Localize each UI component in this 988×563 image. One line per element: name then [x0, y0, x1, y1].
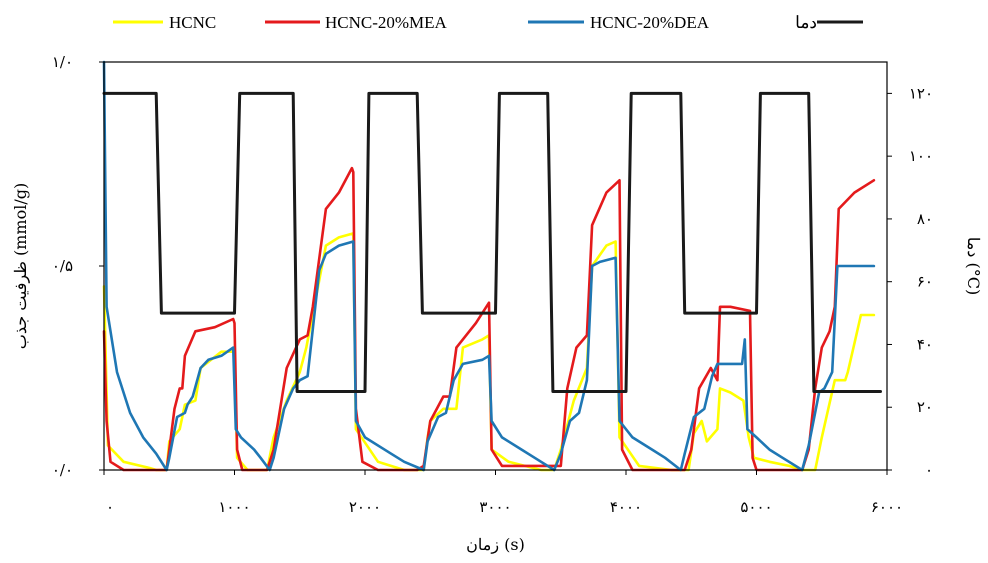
y-right-tick-label: ۴۰ [917, 335, 933, 353]
legend: HCNC HCNC-20%MEA HCNC-20%DEA دما [113, 13, 863, 32]
y-right-tick-label: ۸۰ [917, 210, 933, 228]
y-right-tick-label: ۲۰ [917, 398, 933, 416]
legend-label-3: دما [795, 13, 817, 32]
y-left-tick-label: ۱/۰ [52, 53, 73, 71]
series-layer [102, 60, 882, 472]
y-right-tick-label: ۶۰ [917, 273, 933, 291]
x-tick-label: ۰ [106, 498, 114, 516]
series-line-1 [102, 166, 876, 472]
y-left-tick-label: ۰/۰ [52, 461, 73, 479]
y-right-tick-label: ۱۰۰ [909, 147, 933, 165]
y-right-axis-label: دما (°C) [964, 237, 983, 295]
y-left-axis-ticks: ۰/۰ ۰/۵ ۱/۰ [52, 53, 104, 479]
x-tick-label: ۳۰۰۰ [479, 498, 511, 516]
x-tick-label: ۶۰۰۰ [871, 498, 903, 516]
x-tick-label: ۱۰۰۰ [218, 498, 250, 516]
y-left-axis-label: ظرفیت جذب (mmol/g) [11, 183, 30, 349]
x-axis-label: زمان (s) [466, 535, 525, 554]
x-tick-label: ۴۰۰۰ [610, 498, 642, 516]
series-line-3 [102, 91, 882, 393]
legend-label-1: HCNC-20%MEA [325, 13, 448, 32]
y-left-tick-label: ۰/۵ [52, 257, 73, 275]
y-right-tick-label: ۱۲۰ [909, 84, 933, 102]
y-right-tick-label: ۰ [925, 461, 933, 479]
legend-label-2: HCNC-20%DEA [590, 13, 710, 32]
series-line-2 [102, 60, 876, 472]
legend-label-0: HCNC [169, 13, 216, 32]
y-right-axis-ticks: ۰ ۲۰ ۴۰ ۶۰ ۸۰ ۱۰۰ ۱۲۰ [887, 84, 933, 479]
x-tick-label: ۵۰۰۰ [740, 498, 772, 516]
x-axis-ticks: ۰ ۱۰۰۰ ۲۰۰۰ ۳۰۰۰ ۴۰۰۰ ۵۰۰۰ ۶۰۰۰ [103, 470, 903, 516]
x-tick-label: ۲۰۰۰ [349, 498, 381, 516]
